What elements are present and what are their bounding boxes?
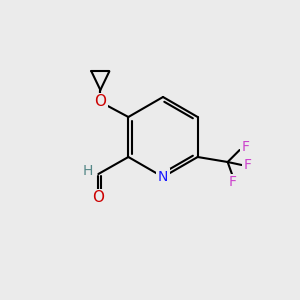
Text: F: F	[242, 140, 250, 154]
Text: H: H	[83, 164, 93, 178]
Text: F: F	[244, 158, 252, 172]
Text: O: O	[92, 190, 104, 206]
Text: O: O	[94, 94, 106, 110]
Text: F: F	[229, 175, 237, 189]
Text: N: N	[158, 170, 168, 184]
